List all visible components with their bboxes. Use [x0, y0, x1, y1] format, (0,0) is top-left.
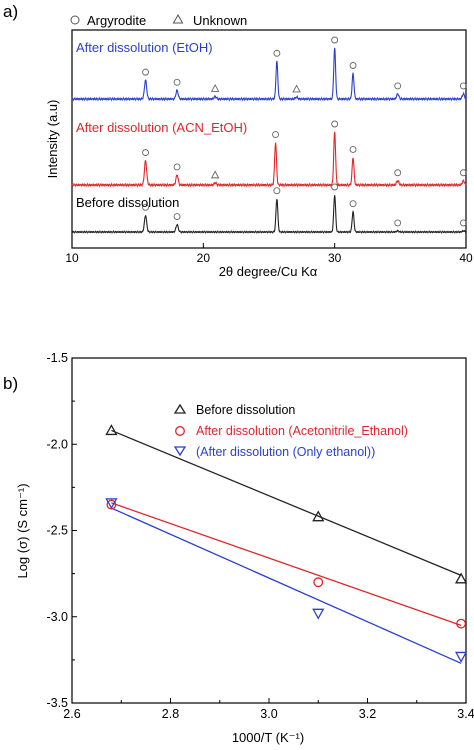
- data-point: [456, 618, 467, 629]
- argyrodite-marker: [459, 169, 467, 177]
- argyrodite-marker: [331, 120, 339, 128]
- panel-b: b) 2.6 2.8 3.0 3.2 3.4 -1.5 -2.0 -2.5 -3.0 -3.5 B…: [3, 351, 474, 745]
- xrd-pattern-line: [71, 195, 467, 234]
- panel-a-peak-markers: [142, 36, 467, 227]
- fit-line: [111, 502, 462, 626]
- xrd-pattern-line: [71, 131, 467, 188]
- panel-b-fit-lines: [111, 429, 462, 664]
- panel-b-y-axis-title: Log (σ) (S cm⁻¹): [15, 483, 30, 578]
- panel-a-curves: [71, 47, 467, 234]
- x-tick-label: 3.4: [457, 707, 474, 721]
- legend-argyrodite-label: Argyrodite: [87, 13, 146, 28]
- argyrodite-marker: [459, 82, 467, 90]
- argyrodite-marker: [394, 169, 402, 177]
- series-label-etoh: After dissolution (EtOH): [76, 40, 213, 55]
- x-tick-label: 30: [328, 251, 342, 265]
- legend-circle-marker: [70, 15, 80, 25]
- unknown-marker: [292, 84, 301, 93]
- y-tick-label: -3.0: [46, 610, 68, 624]
- y-tick-label: -3.5: [46, 696, 68, 710]
- x-tick-label: 2.8: [162, 707, 179, 721]
- panel-a-x-axis-title: 2θ degree/Cu Kα: [219, 264, 318, 279]
- x-tick-label: 40: [459, 251, 473, 265]
- y-tick-label: -2.5: [46, 524, 68, 538]
- fit-line: [111, 429, 462, 576]
- argyrodite-marker: [173, 213, 181, 221]
- x-tick-label: 20: [197, 251, 211, 265]
- panel-a-y-axis-title: Intensity (a.u): [45, 100, 60, 179]
- argyrodite-marker: [349, 200, 357, 208]
- x-tick-label: 3.2: [359, 707, 376, 721]
- panel-a-legend: Argyrodite Unknown: [70, 13, 247, 28]
- x-tick-label: 10: [65, 251, 79, 265]
- legend-before-label: Before dissolution: [196, 403, 295, 417]
- legend-before-marker: [173, 403, 187, 414]
- data-point: [105, 424, 118, 436]
- legend-triangle-marker: [172, 13, 184, 24]
- data-point: [454, 651, 468, 663]
- argyrodite-marker: [459, 219, 467, 227]
- legend-unknown-label: Unknown: [193, 13, 247, 28]
- panel-b-data-points: [105, 424, 468, 663]
- argyrodite-marker: [349, 145, 357, 153]
- legend-etoh-marker: [173, 446, 187, 457]
- xrd-pattern-line: [71, 47, 467, 102]
- argyrodite-marker: [272, 131, 280, 139]
- argyrodite-marker: [394, 82, 402, 90]
- legend-acn-marker: [175, 426, 185, 436]
- data-point: [313, 577, 324, 588]
- fit-line: [111, 507, 462, 664]
- panel-b-x-axis-title: 1000/T (K⁻¹): [232, 730, 304, 745]
- y-tick-label: -2.0: [46, 437, 68, 451]
- panel-a-x-ticks: 10 20 30 40: [65, 243, 473, 265]
- panel-b-axis-ticks: 2.6 2.8 3.0 3.2 3.4 -1.5 -2.0 -2.5 -3.0 -3.5: [46, 351, 474, 721]
- argyrodite-marker: [142, 149, 149, 157]
- panel-a: a) Argyrodite Unknown After dissolution …: [3, 2, 473, 279]
- panel-b-label: b): [3, 374, 18, 393]
- data-point: [312, 510, 325, 522]
- legend-etoh-label: (After dissolution (Only ethanol)): [196, 445, 375, 459]
- argyrodite-marker: [173, 163, 181, 171]
- argyrodite-marker: [331, 36, 339, 44]
- series-label-before: Before dissolution: [76, 195, 179, 210]
- series-label-acn-etoh: After dissolution (ACN_EtOH): [76, 120, 247, 135]
- data-point: [312, 608, 325, 620]
- argyrodite-marker: [349, 62, 357, 69]
- argyrodite-marker: [331, 183, 339, 191]
- argyrodite-marker: [173, 78, 181, 86]
- unknown-marker: [210, 170, 220, 179]
- unknown-marker: [210, 84, 220, 92]
- data-point: [105, 498, 118, 510]
- x-tick-label: 2.6: [63, 707, 80, 721]
- argyrodite-marker: [273, 49, 281, 57]
- panel-a-label: a): [3, 2, 18, 21]
- argyrodite-marker: [273, 187, 281, 195]
- panel-a-plot-frame: [71, 29, 467, 249]
- data-point: [454, 572, 468, 584]
- argyrodite-marker: [142, 68, 149, 76]
- argyrodite-marker: [394, 219, 402, 227]
- x-tick-label: 3.0: [260, 707, 277, 721]
- argyrodite-marker: [142, 203, 149, 211]
- legend-acn-label: After dissolution (Acetonitrile_Ethanol): [196, 424, 408, 438]
- y-tick-label: -1.5: [46, 351, 68, 365]
- panel-b-legend: Before dissolution After dissolution (Ac…: [173, 403, 408, 459]
